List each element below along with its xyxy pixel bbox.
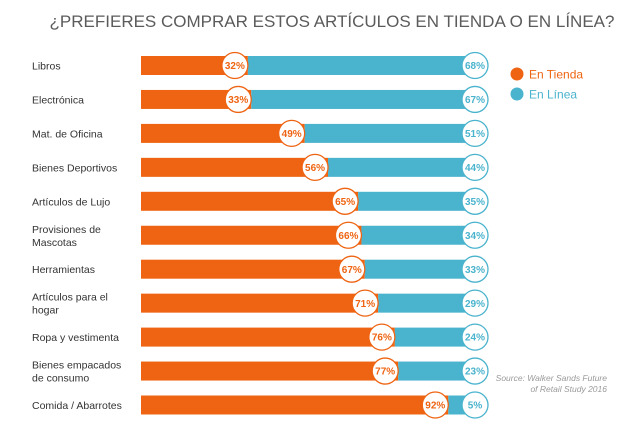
badge-en-tienda [371, 357, 399, 385]
legend-marker [510, 87, 524, 101]
data-label-en-tienda: 32% [225, 61, 245, 72]
data-label-en-tienda: 76% [372, 333, 392, 344]
bar-en-tienda [141, 259, 365, 279]
data-label-en-linea: 35% [465, 197, 485, 208]
bar-en-linea [328, 157, 475, 177]
bar-row: Ropa y vestimenta 76% 24% [32, 323, 489, 351]
badge-en-tienda [338, 255, 366, 283]
bar-en-tienda [141, 123, 305, 143]
badge-en-tienda [351, 289, 379, 317]
data-label-en-linea: 68% [465, 61, 485, 72]
badge-en-tienda [421, 391, 449, 419]
category-label: Comida / Abarrotes [32, 400, 122, 412]
bar-en-tienda [141, 191, 359, 211]
bar-en-tienda [141, 293, 379, 313]
badge-en-tienda [331, 187, 359, 215]
badge-en-linea [461, 119, 489, 148]
badge-en-linea [461, 153, 489, 182]
data-label-en-linea: 67% [465, 95, 485, 106]
data-label-en-linea: 33% [465, 265, 485, 276]
bar-row: Bienes empacados de consumo 77% 23% [32, 357, 489, 385]
data-label-en-tienda: 92% [425, 401, 445, 412]
badge-en-linea [461, 289, 489, 317]
legend-marker [510, 67, 524, 81]
badge-en-linea [461, 221, 489, 249]
badge-en-linea [461, 85, 489, 114]
bar-en-linea [448, 395, 465, 415]
category-label: Artículos de Lujo [32, 196, 110, 208]
chart-title: ¿PREFIERES COMPRAR ESTOS ARTÍCULOS EN TI… [50, 12, 615, 31]
data-label-en-linea: 44% [465, 163, 485, 174]
legend-label: En Línea [529, 88, 577, 102]
badge-en-linea [461, 51, 489, 80]
data-label-en-tienda: 33% [228, 95, 248, 106]
bar-en-tienda [141, 327, 395, 347]
bar-row: Bienes Deportivos 56% 44% [32, 153, 489, 182]
badge-en-linea [461, 357, 489, 385]
legend-label: En Tienda [529, 68, 583, 82]
badge-en-tienda [368, 323, 396, 351]
data-label-en-linea: 51% [465, 129, 485, 140]
bar-en-tienda [141, 395, 449, 415]
bar-en-linea [304, 123, 475, 143]
badge-en-linea [461, 187, 489, 215]
badge-en-linea [461, 323, 489, 351]
bar-en-tienda [141, 361, 399, 381]
category-label: Bienes Deportivos [32, 162, 117, 174]
legend: En Tienda En Línea [510, 67, 583, 102]
data-label-en-tienda: 71% [355, 299, 375, 310]
data-label-en-tienda: 56% [305, 163, 325, 174]
bar-en-linea [394, 327, 475, 347]
bar-en-tienda [141, 89, 252, 109]
bar-row: Herramientas 67% 33% [32, 255, 489, 283]
data-label-en-tienda: 66% [338, 231, 358, 242]
bar-en-linea [251, 89, 475, 109]
bar-row: Electrónica 33% 67% [32, 85, 489, 114]
data-label-en-linea: 24% [465, 333, 485, 344]
badge-en-tienda [221, 51, 249, 80]
data-label-en-linea: 34% [465, 231, 485, 242]
category-label: Mat. de Oficina [32, 128, 103, 140]
source-line: Source: Walker Sands Future [496, 373, 608, 383]
category-label: Libros [32, 61, 61, 73]
bars-layer: Libros 32% 68% Electrónica 33% 67% Mat. de Ofi… [32, 51, 489, 419]
category-label: Electrónica [32, 94, 84, 106]
badge-en-tienda [224, 85, 252, 114]
data-label-en-tienda: 65% [335, 197, 355, 208]
data-label-en-tienda: 67% [342, 265, 362, 276]
data-label-en-linea: 5% [468, 401, 483, 412]
bar-en-linea [398, 361, 475, 381]
bar-en-linea [378, 293, 475, 313]
bar-row: Libros 32% 68% [32, 51, 489, 80]
category-label: Bienes empacados de consumo [32, 360, 121, 385]
bar-row: Artículos de Lujo 65% 35% [32, 187, 489, 215]
bar-row: Artículos para el hogar 71% 29% [32, 289, 489, 317]
category-label: Herramientas [32, 264, 95, 276]
bar-en-tienda [141, 225, 362, 245]
bar-en-tienda [141, 157, 329, 177]
badge-en-tienda [301, 153, 329, 182]
bar-row: Mat. de Oficina 49% 51% [32, 119, 489, 148]
data-label-en-linea: 29% [465, 299, 485, 310]
bar-en-linea [247, 56, 475, 75]
bar-en-tienda [141, 56, 248, 75]
bar-en-linea [364, 259, 475, 279]
badge-en-linea [461, 391, 489, 419]
category-label: Ropa y vestimenta [32, 332, 119, 344]
data-label-en-tienda: 77% [375, 367, 395, 378]
badge-en-tienda [278, 119, 306, 148]
source-line: of Retail Study 2016 [530, 384, 607, 394]
badge-en-tienda [334, 221, 363, 249]
data-label-en-tienda: 49% [282, 129, 302, 140]
bar-row: Comida / Abarrotes 92% 5% [32, 391, 489, 419]
bar-row: Provisiones de Mascotas 66% 34% [32, 221, 489, 249]
badge-en-linea [461, 255, 489, 283]
bar-en-linea [358, 191, 475, 211]
category-label: Provisiones de Mascotas [32, 224, 101, 249]
bar-en-linea [361, 225, 475, 245]
category-label: Artículos para el hogar [32, 292, 108, 317]
data-label-en-linea: 23% [465, 367, 485, 378]
